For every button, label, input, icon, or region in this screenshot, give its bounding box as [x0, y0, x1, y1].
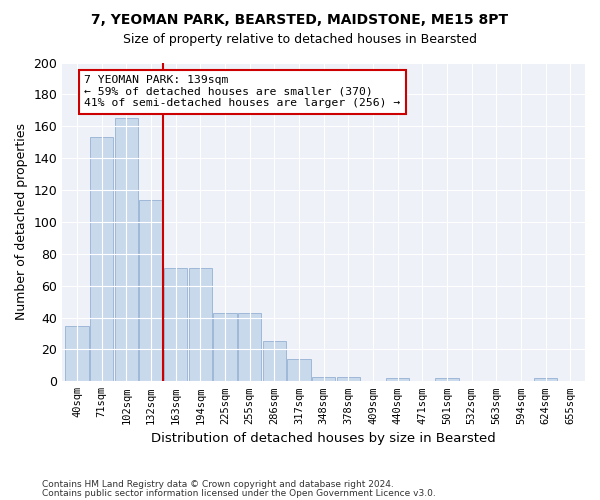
Bar	[386, 378, 409, 382]
Bar	[164, 268, 187, 382]
Bar	[188, 268, 212, 382]
Text: 7, YEOMAN PARK, BEARSTED, MAIDSTONE, ME15 8PT: 7, YEOMAN PARK, BEARSTED, MAIDSTONE, ME1…	[91, 12, 509, 26]
Bar	[435, 378, 458, 382]
Bar	[90, 138, 113, 382]
Text: 7 YEOMAN PARK: 139sqm
← 59% of detached houses are smaller (370)
41% of semi-det: 7 YEOMAN PARK: 139sqm ← 59% of detached …	[85, 76, 401, 108]
X-axis label: Distribution of detached houses by size in Bearsted: Distribution of detached houses by size …	[151, 432, 496, 445]
Bar	[287, 359, 311, 382]
Bar	[65, 326, 89, 382]
Bar	[115, 118, 138, 382]
Bar	[534, 378, 557, 382]
Text: Contains HM Land Registry data © Crown copyright and database right 2024.: Contains HM Land Registry data © Crown c…	[42, 480, 394, 489]
Bar	[139, 200, 163, 382]
Y-axis label: Number of detached properties: Number of detached properties	[15, 124, 28, 320]
Text: Contains public sector information licensed under the Open Government Licence v3: Contains public sector information licen…	[42, 490, 436, 498]
Bar	[214, 313, 237, 382]
Bar	[263, 342, 286, 382]
Text: Size of property relative to detached houses in Bearsted: Size of property relative to detached ho…	[123, 32, 477, 46]
Bar	[238, 313, 262, 382]
Bar	[337, 376, 360, 382]
Bar	[312, 376, 335, 382]
